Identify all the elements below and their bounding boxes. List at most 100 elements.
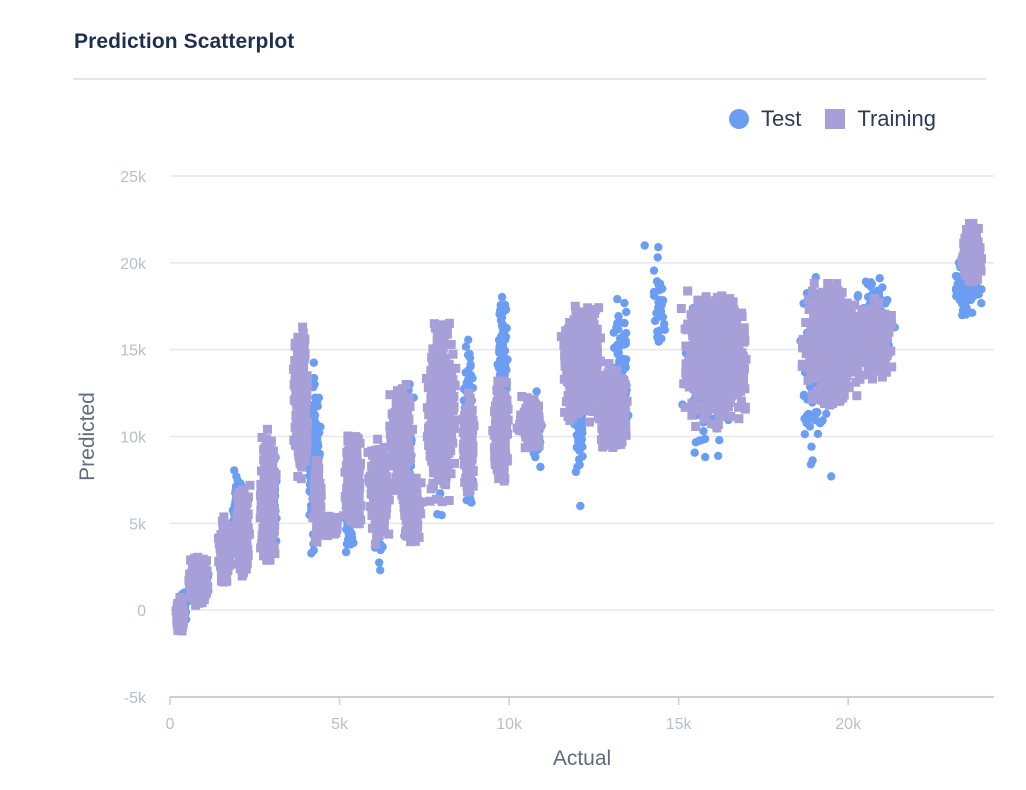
training-point xyxy=(444,496,454,505)
test-point xyxy=(622,355,631,364)
training-point xyxy=(175,606,185,616)
training-point xyxy=(347,504,357,514)
training-point xyxy=(374,459,384,469)
training-point xyxy=(263,424,272,434)
legend-item-test[interactable]: Test xyxy=(728,106,802,132)
test-point xyxy=(612,323,621,332)
training-point xyxy=(313,472,323,482)
test-point xyxy=(622,328,631,338)
training-point xyxy=(292,369,302,379)
training-point xyxy=(295,434,305,444)
training-point xyxy=(265,503,275,513)
y-tick-label: 0 xyxy=(137,603,146,620)
training-point xyxy=(399,445,409,454)
test-point xyxy=(807,442,816,451)
training-point xyxy=(217,576,226,586)
test-point xyxy=(466,362,475,371)
test-point xyxy=(344,527,353,536)
test-point xyxy=(465,353,475,362)
training-point xyxy=(258,488,268,498)
x-tick-label: 10k xyxy=(496,716,523,733)
x-tick-label: 5k xyxy=(331,716,349,733)
training-point xyxy=(296,379,306,389)
training-point xyxy=(373,502,383,511)
test-point xyxy=(715,436,724,445)
test-point xyxy=(464,335,473,344)
test-point xyxy=(654,243,663,252)
training-point xyxy=(428,482,438,492)
training-point xyxy=(439,411,449,421)
test-point xyxy=(463,376,472,385)
training-point xyxy=(367,446,377,456)
training-point xyxy=(416,478,426,488)
training-point xyxy=(293,472,303,481)
training-point xyxy=(189,569,199,579)
training-point xyxy=(312,501,322,511)
training-point xyxy=(398,418,407,428)
test-point xyxy=(951,286,961,295)
test-point xyxy=(461,342,471,351)
training-point xyxy=(348,445,358,455)
test-point xyxy=(656,326,665,335)
chart-legend: Test Training xyxy=(705,106,936,132)
test-point xyxy=(614,348,623,357)
test-point xyxy=(495,308,505,317)
training-point xyxy=(425,446,435,455)
training-point xyxy=(257,539,267,549)
test-point xyxy=(532,387,541,396)
test-point xyxy=(498,343,507,352)
y-tick-label: -5k xyxy=(124,690,147,707)
test-point xyxy=(536,462,545,472)
test-point xyxy=(613,294,622,304)
training-point xyxy=(240,523,250,533)
test-point xyxy=(341,547,351,557)
training-point xyxy=(257,433,267,442)
test-point xyxy=(314,393,324,402)
training-point xyxy=(266,436,276,446)
training-point xyxy=(376,521,386,531)
x-tick-label: 20k xyxy=(835,716,862,733)
test-point xyxy=(640,241,649,250)
test-point xyxy=(963,296,972,305)
training-point xyxy=(311,536,320,546)
training-point xyxy=(449,380,459,390)
legend-item-training[interactable]: Training xyxy=(825,106,936,132)
training-point xyxy=(448,349,458,359)
training-point xyxy=(425,496,435,506)
training-point xyxy=(330,529,339,539)
test-point xyxy=(574,455,584,464)
training-point xyxy=(222,566,232,576)
y-tick-label: 10k xyxy=(120,430,147,447)
training-point xyxy=(389,461,399,471)
test-point xyxy=(376,566,385,575)
training-point xyxy=(407,504,417,514)
test-point xyxy=(827,472,836,481)
training-point xyxy=(264,547,274,557)
test-point xyxy=(498,320,508,329)
legend-test-label: Test xyxy=(760,106,802,131)
training-point xyxy=(299,349,309,359)
x-tick-label: 0 xyxy=(166,716,175,733)
test-point xyxy=(497,292,507,302)
test-point xyxy=(622,307,631,317)
test-point xyxy=(657,334,666,343)
training-point xyxy=(426,400,436,410)
test-point xyxy=(866,282,875,291)
test-point xyxy=(571,467,581,477)
y-tick-label: 5k xyxy=(129,516,147,533)
test-point xyxy=(620,318,629,328)
test-point xyxy=(658,296,668,305)
training-point xyxy=(395,394,405,403)
training-point xyxy=(371,477,381,487)
test-point xyxy=(575,445,584,455)
test-point xyxy=(875,274,884,283)
test-point xyxy=(958,306,968,315)
test-point xyxy=(699,427,708,436)
test-point xyxy=(701,452,710,462)
test-point xyxy=(309,358,318,367)
training-point xyxy=(397,460,407,469)
test-point xyxy=(615,342,624,351)
training-point xyxy=(260,455,270,465)
